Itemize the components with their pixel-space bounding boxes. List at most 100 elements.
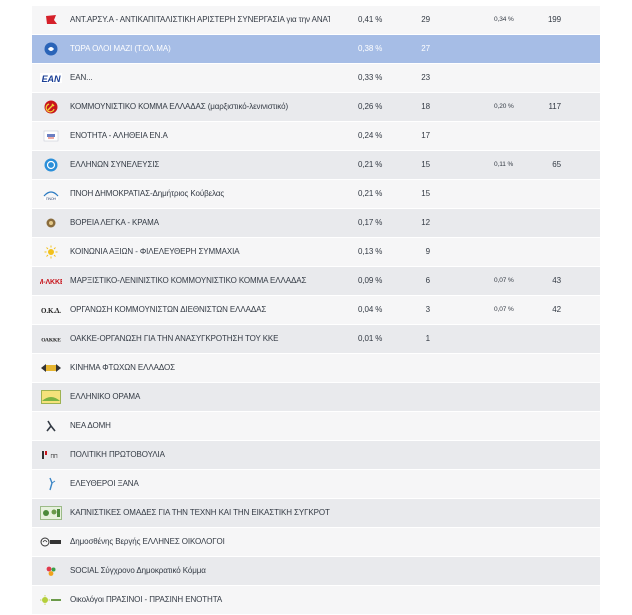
party-name: Οικολόγοι ΠΡΑΣΙΝΟΙ - ΠΡΑΣΙΝΗ ΕΝΟΤΗΤΑ bbox=[70, 595, 223, 604]
party-name: ΕΛΛΗΝΙΚΟ ΟΡΑΜΑ bbox=[70, 392, 141, 401]
ellines-oikologoi-logo-icon bbox=[40, 533, 62, 550]
party-name: ΕΛΕΥΘΕΡΟΙ ΞΑΝΑ bbox=[70, 479, 139, 488]
vote-percentage: 0,09 % bbox=[358, 276, 383, 285]
party-name: ΕΝΟΤΗΤΑ - ΑΛΗΘΕΙΑ ΕΝ.Α bbox=[70, 131, 168, 140]
seat-count: 29 bbox=[421, 15, 430, 24]
party-name: ΠΝΟΗ ΔΗΜΟΚΡΑΤΙΑΣ-Δημήτριος Κούβελας bbox=[70, 189, 225, 198]
secondary-percentage: 0,11 % bbox=[494, 161, 514, 168]
vote-percentage: 0,33 % bbox=[358, 73, 383, 82]
table-row[interactable]: Ο.Κ.Δ. ΟΡΓΑΝΩΣΗ ΚΟΜΜΟΥΝΙΣΤΩΝ ΔΙΕΘΝΙΣΤΩΝ Ε… bbox=[32, 296, 600, 325]
ean-logo-icon: EAN bbox=[40, 69, 62, 86]
oikologoi-prasinoi-logo-icon bbox=[40, 591, 62, 608]
svg-text:Ο.Κ.Δ.: Ο.Κ.Δ. bbox=[41, 307, 61, 315]
oakke-logo-icon: ΟΑΚΚΕ bbox=[40, 330, 62, 347]
vote-percentage: 0,26 % bbox=[358, 102, 383, 111]
vote-percentage: 0,24 % bbox=[358, 131, 383, 140]
table-row[interactable]: ΤΩΡΑ ΟΛΟΙ ΜΑΖΙ (Τ.ΟΛ.ΜΑ) 0,38 % 27 bbox=[32, 35, 600, 64]
pnoi-logo-icon: ΠΝΟΗ bbox=[40, 185, 62, 202]
seat-count: 6 bbox=[425, 276, 430, 285]
secondary-percentage: 0,07 % bbox=[494, 277, 514, 284]
seat-count: 12 bbox=[421, 218, 430, 227]
nea-domi-logo-icon bbox=[40, 417, 62, 434]
table-row[interactable]: ΒΟΡΕΙΑ ΛΕΓΚΑ - ΚΡΑΜΑ 0,17 % 12 bbox=[32, 209, 600, 238]
politiki-protovoulia-logo-icon: ΠΠ bbox=[40, 446, 62, 463]
seat-count: 3 bbox=[425, 305, 430, 314]
vote-percentage: 0,21 % bbox=[358, 160, 383, 169]
table-row[interactable]: ΚΙΝΗΜΑ ΦΤΩΧΩΝ ΕΛΛΑΔΟΣ bbox=[32, 354, 600, 383]
vote-percentage: 0,41 % bbox=[358, 15, 383, 24]
vote-percentage: 0,01 % bbox=[358, 334, 383, 343]
party-name: ΤΩΡΑ ΟΛΟΙ ΜΑΖΙ (Τ.ΟΛ.ΜΑ) bbox=[70, 44, 171, 53]
seat-count: 9 bbox=[425, 247, 430, 256]
seat-count: 17 bbox=[421, 131, 430, 140]
svg-text:ΟΑΚΚΕ: ΟΑΚΚΕ bbox=[41, 337, 61, 343]
results-table: ΑΝΤ.ΑΡΣΥ.Α - ΑΝΤΙΚΑΠΙΤΑΛΙΣΤΙΚΗ ΑΡΙΣΤΕΡΗ … bbox=[32, 6, 600, 615]
secondary-percentage: 0,20 % bbox=[494, 103, 514, 110]
table-row[interactable]: Οικολόγοι ΠΡΑΣΙΝΟΙ - ΠΡΑΣΙΝΗ ΕΝΟΤΗΤΑ bbox=[32, 586, 600, 615]
enotita-logo-icon bbox=[40, 127, 62, 144]
secondary-count: 43 bbox=[552, 276, 561, 285]
party-name: ΜΑΡΞΙΣΤΙΚΟ-ΛΕΝΙΝΙΣΤΙΚΟ ΚΟΜΜΟΥΝΙΣΤΙΚΟ ΚΟΜ… bbox=[70, 276, 307, 285]
vote-percentage: 0,21 % bbox=[358, 189, 383, 198]
party-name: ΕΛΛΗΝΩΝ ΣΥΝΕΛΕΥΣΙΣ bbox=[70, 160, 160, 169]
party-name: ΚΑΠΝΙΣΤΙΚΕΣ ΟΜΑΔΕΣ ΓΙΑ ΤΗΝ ΤΕΧΝΗ ΚΑΙ ΤΗΝ… bbox=[70, 508, 330, 517]
table-row[interactable]: ΕΛΛΗΝΩΝ ΣΥΝΕΛΕΥΣΙΣ 0,21 % 15 0,11 % 65 bbox=[32, 151, 600, 180]
seat-count: 18 bbox=[421, 102, 430, 111]
antarsya-flag-icon bbox=[40, 11, 62, 28]
table-row[interactable]: ΝΕΑ ΔΟΜΗ bbox=[32, 412, 600, 441]
koinonia-sun-logo-icon bbox=[40, 243, 62, 260]
vote-percentage: 0,04 % bbox=[358, 305, 383, 314]
ellinon-synelefseis-logo-icon bbox=[40, 156, 62, 173]
party-name: ΒΟΡΕΙΑ ΛΕΓΚΑ - ΚΡΑΜΑ bbox=[70, 218, 159, 227]
secondary-count: 65 bbox=[552, 160, 561, 169]
vote-percentage: 0,38 % bbox=[358, 44, 383, 53]
svg-text:ΠΠ: ΠΠ bbox=[50, 454, 58, 460]
seat-count: 1 bbox=[425, 334, 430, 343]
vote-percentage: 0,17 % bbox=[358, 218, 383, 227]
table-row[interactable]: ΠΠ ΠΟΛΙΤΙΚΗ ΠΡΩΤΟΒΟΥΛΙΑ bbox=[32, 441, 600, 470]
table-row[interactable]: ΑΝΤ.ΑΡΣΥ.Α - ΑΝΤΙΚΑΠΙΤΑΛΙΣΤΙΚΗ ΑΡΙΣΤΕΡΗ … bbox=[32, 6, 600, 35]
party-name: Δημοσθένης Βεργής ΕΛΛΗΝΕΣ ΟΙΚΟΛΟΓΟΙ bbox=[70, 537, 225, 546]
table-row[interactable]: EAN ΕΑΝ... 0,33 % 23 bbox=[32, 64, 600, 93]
tolma-logo-icon bbox=[40, 40, 62, 57]
table-row[interactable]: ΠΝΟΗ ΠΝΟΗ ΔΗΜΟΚΡΑΤΙΑΣ-Δημήτριος Κούβελας 0… bbox=[32, 180, 600, 209]
party-name: ΠΟΛΙΤΙΚΗ ΠΡΩΤΟΒΟΥΛΙΑ bbox=[70, 450, 165, 459]
seat-count: 15 bbox=[421, 189, 430, 198]
party-name: ΚΟΙΝΩΝΙΑ ΑΞΙΩΝ - ΦΙΛΕΛΕΥΘΕΡΗ ΣΥΜΜΑΧΙΑ bbox=[70, 247, 240, 256]
secondary-count: 42 bbox=[552, 305, 561, 314]
seat-count: 15 bbox=[421, 160, 430, 169]
party-name: ΟΑΚΚΕ-ΟΡΓΑΝΩΣΗ ΓΙΑ ΤΗΝ ΑΝΑΣΥΓΚΡΟΤΗΣΗ ΤΟΥ… bbox=[70, 334, 279, 343]
party-name: ΟΡΓΑΝΩΣΗ ΚΟΜΜΟΥΝΙΣΤΩΝ ΔΙΕΘΝΙΣΤΩΝ ΕΛΛΑΔΑΣ bbox=[70, 305, 267, 314]
party-name: ΝΕΑ ΔΟΜΗ bbox=[70, 421, 111, 430]
table-row[interactable]: ΚΟΙΝΩΝΙΑ ΑΞΙΩΝ - ΦΙΛΕΛΕΥΘΕΡΗ ΣΥΜΜΑΧΙΑ 0,1… bbox=[32, 238, 600, 267]
table-row[interactable]: ΕΛΕΥΘΕΡΟΙ ΞΑΝΑ bbox=[32, 470, 600, 499]
table-row[interactable]: ΕΝΟΤΗΤΑ - ΑΛΗΘΕΙΑ ΕΝ.Α 0,24 % 17 bbox=[32, 122, 600, 151]
svg-text:EAN: EAN bbox=[42, 74, 61, 84]
party-name: SOCIAL Σύγχρονο Δημοκρατικό Κόμμα bbox=[70, 566, 206, 575]
kapnistikes-omades-logo-icon bbox=[40, 504, 62, 521]
kinima-ftochon-logo-icon bbox=[40, 359, 62, 376]
party-name: ΚΟΜΜΟΥΝΙΣΤΙΚΟ ΚΟΜΜΑ ΕΛΛΑΔΑΣ (μαρξιστικό-… bbox=[70, 102, 289, 111]
party-name: ΚΙΝΗΜΑ ΦΤΩΧΩΝ ΕΛΛΑΔΟΣ bbox=[70, 363, 175, 372]
svg-text:Μ-ΛΚΚΕ: Μ-ΛΚΚΕ bbox=[40, 279, 62, 286]
table-row[interactable]: ΕΛΛΗΝΙΚΟ ΟΡΑΜΑ bbox=[32, 383, 600, 412]
seat-count: 23 bbox=[421, 73, 430, 82]
voreia-lenka-logo-icon bbox=[40, 214, 62, 231]
secondary-count: 117 bbox=[548, 102, 561, 111]
oka-logo-icon: Ο.Κ.Δ. bbox=[40, 301, 62, 318]
kke-hammer-sickle-icon bbox=[40, 98, 62, 115]
table-row[interactable]: ΟΑΚΚΕ ΟΑΚΚΕ-ΟΡΓΑΝΩΣΗ ΓΙΑ ΤΗΝ ΑΝΑΣΥΓΚΡΟΤΗΣ… bbox=[32, 325, 600, 354]
table-row[interactable]: ΚΑΠΝΙΣΤΙΚΕΣ ΟΜΑΔΕΣ ΓΙΑ ΤΗΝ ΤΕΧΝΗ ΚΑΙ ΤΗΝ… bbox=[32, 499, 600, 528]
secondary-percentage: 0,34 % bbox=[494, 16, 514, 23]
social-logo-icon bbox=[40, 562, 62, 579]
table-row[interactable]: Δημοσθένης Βεργής ΕΛΛΗΝΕΣ ΟΙΚΟΛΟΓΟΙ bbox=[32, 528, 600, 557]
table-row[interactable]: ΚΟΜΜΟΥΝΙΣΤΙΚΟ ΚΟΜΜΑ ΕΛΛΑΔΑΣ (μαρξιστικό-… bbox=[32, 93, 600, 122]
table-row[interactable]: SOCIAL Σύγχρονο Δημοκρατικό Κόμμα bbox=[32, 557, 600, 586]
seat-count: 27 bbox=[421, 44, 430, 53]
table-row[interactable]: Μ-ΛΚΚΕ ΜΑΡΞΙΣΤΙΚΟ-ΛΕΝΙΝΙΣΤΙΚΟ ΚΟΜΜΟΥΝΙΣΤΙ… bbox=[32, 267, 600, 296]
party-name: ΕΑΝ... bbox=[70, 73, 93, 82]
party-name: ΑΝΤ.ΑΡΣΥ.Α - ΑΝΤΙΚΑΠΙΤΑΛΙΣΤΙΚΗ ΑΡΙΣΤΕΡΗ … bbox=[70, 15, 330, 24]
marxist-leninist-logo-icon: Μ-ΛΚΚΕ bbox=[40, 272, 62, 289]
elliniko-orama-logo-icon bbox=[40, 388, 62, 405]
eleftheroi-xana-logo-icon bbox=[40, 475, 62, 492]
